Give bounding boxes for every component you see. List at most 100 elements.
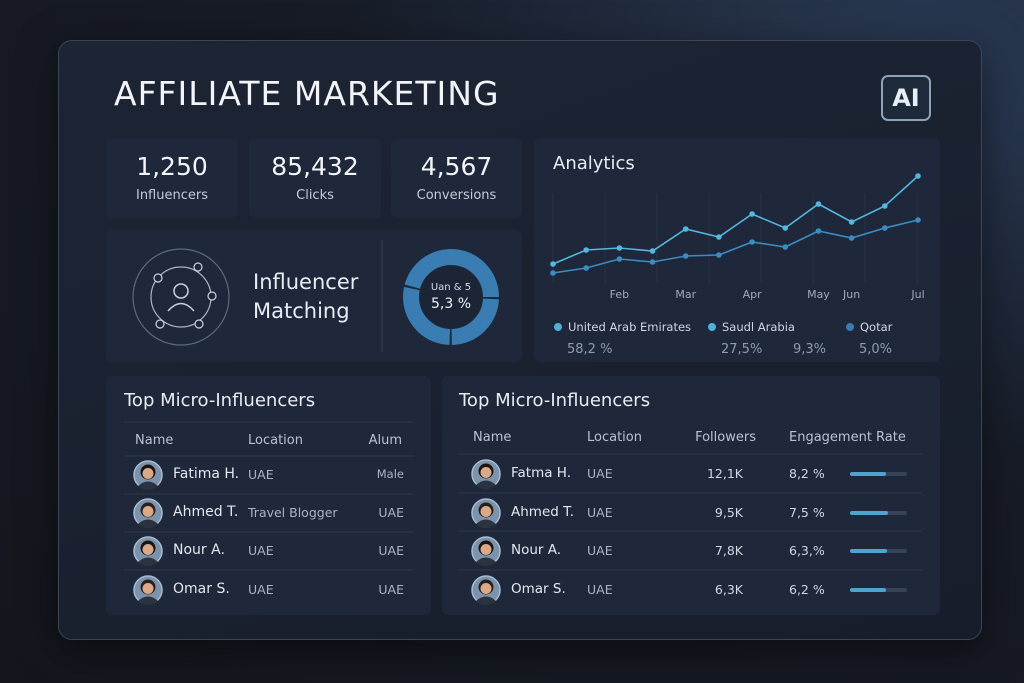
cell-location: UAE: [248, 467, 274, 482]
icon-node: [207, 291, 217, 301]
avatar-body: [138, 481, 158, 490]
table-title: Top Micro-Influencers: [124, 390, 316, 411]
icon-node: [194, 319, 204, 329]
column-header: Engagement Rate: [789, 430, 906, 445]
cell-engagement: 8,2 %: [789, 466, 825, 481]
line-point: [915, 217, 921, 223]
legend-dot: [846, 323, 854, 331]
x-tick-label: Jul: [910, 288, 924, 301]
x-tick-label: May: [807, 288, 830, 301]
stat-value: 4,567: [420, 152, 493, 181]
line-series: [552, 219, 919, 274]
line-point: [616, 256, 623, 262]
legend-value: 9,3%: [793, 342, 826, 357]
cell-followers: 6,3K: [714, 582, 743, 597]
avatar-face: [480, 467, 492, 478]
stat-label: Conversions: [416, 188, 497, 203]
cell-location: UAE: [587, 505, 613, 520]
stat-value: 85,432: [271, 152, 359, 181]
cell-name: Nour A.: [173, 542, 225, 558]
x-tick-label: Mar: [675, 288, 696, 301]
row-lines: [124, 421, 414, 571]
cell-location: UAE: [587, 582, 613, 597]
legend-value: 58,2 %: [567, 342, 612, 357]
left-table-card: Top Micro-Influencers Name Location Alum Fat…: [106, 376, 431, 615]
cell-name: Ahmed T.: [511, 504, 575, 520]
icon-node: [155, 319, 165, 329]
line-point: [682, 226, 689, 232]
column-header: Followers: [695, 430, 756, 445]
avatar: [133, 536, 163, 566]
matching-graphics: [132, 240, 500, 352]
avatar-face: [142, 468, 154, 479]
cell-location: UAE: [587, 466, 613, 481]
cell-location: Travel Blogger: [248, 505, 338, 520]
legend-label: Saudl Arabia: [722, 320, 795, 334]
cell-name: Fatima H.: [173, 466, 240, 482]
stat-card: 85,432 Clicks: [249, 138, 381, 218]
line-point: [848, 219, 855, 225]
avatar: [471, 575, 501, 605]
right-table-card: Top Micro-Influencers Name Location Followe…: [442, 376, 940, 615]
icon-node: [193, 262, 203, 272]
avatar: [471, 459, 501, 489]
column-header: Name: [473, 430, 512, 445]
progress-fill: [850, 588, 886, 592]
line-point: [716, 234, 722, 240]
line-point: [915, 173, 921, 179]
cell-followers: 7,8K: [714, 543, 743, 558]
legend-dot: [554, 323, 562, 331]
line-point: [882, 203, 888, 209]
line-series: [552, 175, 919, 265]
legend-label: Qotar: [860, 320, 893, 334]
avatar-body: [476, 480, 496, 489]
avatar-face: [142, 583, 154, 594]
line-point: [649, 259, 656, 265]
avatar-face: [480, 544, 492, 555]
avatar-face: [480, 506, 492, 517]
cell-alum: Male: [376, 467, 404, 481]
cell-engagement: 7,5 %: [789, 505, 825, 520]
line-point: [649, 248, 656, 254]
stat-card: 4,567 Conversions: [391, 138, 522, 218]
avatar-face: [142, 544, 154, 555]
line-chart: Feb Mar Apr May Jun Jul United Arab Emirates Sa…: [550, 173, 925, 357]
column-header: Location: [587, 430, 642, 445]
avatar-body: [138, 519, 158, 528]
avatar-body: [476, 519, 496, 528]
legend-value: 5,0%: [859, 342, 892, 357]
donut-value: 5,3 %: [430, 296, 472, 312]
avatar-body: [138, 557, 158, 566]
legend-label: United Arab Emirates: [568, 320, 691, 334]
avatar: [133, 498, 163, 528]
avatar-body: [476, 596, 496, 605]
line-point: [550, 270, 556, 276]
donut-label: Uan & 5: [430, 282, 472, 293]
cell-location: UAE: [248, 582, 274, 597]
matching-title: Influencer: [253, 270, 359, 294]
cell-name: Fatma H.: [511, 465, 572, 481]
cell-name: Omar S.: [173, 581, 230, 597]
chart-title: Analytics: [553, 153, 635, 174]
analytics-card: Analytics Feb Mar Apr May Jun Jul United Arab E…: [534, 138, 940, 362]
progress-fill: [850, 549, 887, 553]
donut-gap: [402, 248, 500, 346]
line-point: [616, 245, 623, 251]
line-point: [716, 252, 722, 258]
icon-head: [173, 283, 189, 299]
cell-engagement: 6,2 %: [789, 582, 825, 597]
stat-value: 1,250: [136, 152, 208, 181]
column-header: Location: [248, 433, 303, 448]
legend-value: 27,5%: [721, 342, 762, 357]
cell-name: Ahmed T.: [173, 504, 239, 520]
avatar-body: [476, 557, 496, 566]
avatar-face: [480, 583, 492, 594]
cell-engagement: 6,3,%: [789, 543, 825, 558]
line-point: [882, 225, 888, 231]
line-point: [782, 244, 789, 250]
line-point: [815, 228, 822, 234]
donut-center: [420, 266, 482, 328]
icon-body: [167, 302, 195, 312]
icon-ring: [132, 248, 230, 346]
